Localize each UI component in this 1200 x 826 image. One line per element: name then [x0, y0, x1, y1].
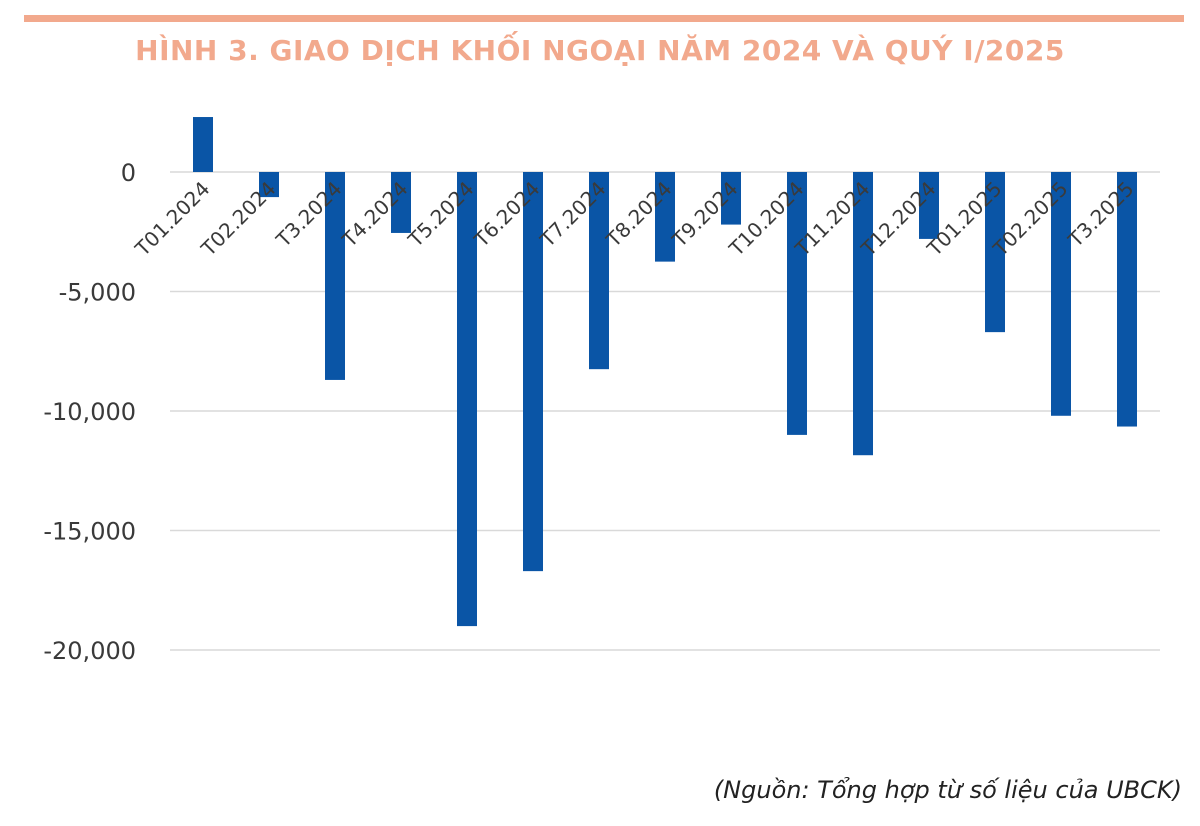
source-note: (Nguồn: Tổng hợp từ số liệu của UBCK) — [713, 776, 1182, 804]
bar-T02.2025 — [1051, 172, 1071, 416]
bar-T10.2024 — [787, 172, 807, 435]
bar-T01.2025 — [985, 172, 1005, 333]
y-tick-label: -10,000 — [43, 398, 136, 426]
y-tick-label: -5,000 — [59, 279, 136, 307]
bar-T7.2024 — [589, 172, 609, 370]
bar-T8.2024 — [655, 172, 675, 262]
bar-T6.2024 — [523, 172, 543, 572]
y-tick-label: -15,000 — [43, 518, 136, 546]
bar-T5.2024 — [457, 172, 477, 627]
y-axis-tick-labels: 0 -5,000 -10,000 -15,000 -20,000 — [43, 159, 136, 665]
bar-T01.2024 — [193, 117, 213, 172]
chart-title: HÌNH 3. GIAO DỊCH KHỐI NGOẠI NĂM 2024 VÀ… — [135, 34, 1065, 67]
bar-T3.2024 — [325, 172, 345, 380]
bar-T02.2024 — [259, 172, 279, 198]
bars — [193, 117, 1137, 627]
bar-T4.2024 — [391, 172, 411, 233]
bar-T12.2024 — [919, 172, 939, 239]
bar-T3.2025 — [1117, 172, 1137, 427]
bar-T9.2024 — [721, 172, 741, 225]
title-accent-rule — [24, 15, 1184, 22]
y-tick-label: -20,000 — [43, 637, 136, 665]
y-tick-label: 0 — [121, 159, 136, 187]
bar-chart: 0-5,000-10,000-15,000-20,000 T01.2024T02… — [43, 117, 1160, 665]
bar-T11.2024 — [853, 172, 873, 456]
